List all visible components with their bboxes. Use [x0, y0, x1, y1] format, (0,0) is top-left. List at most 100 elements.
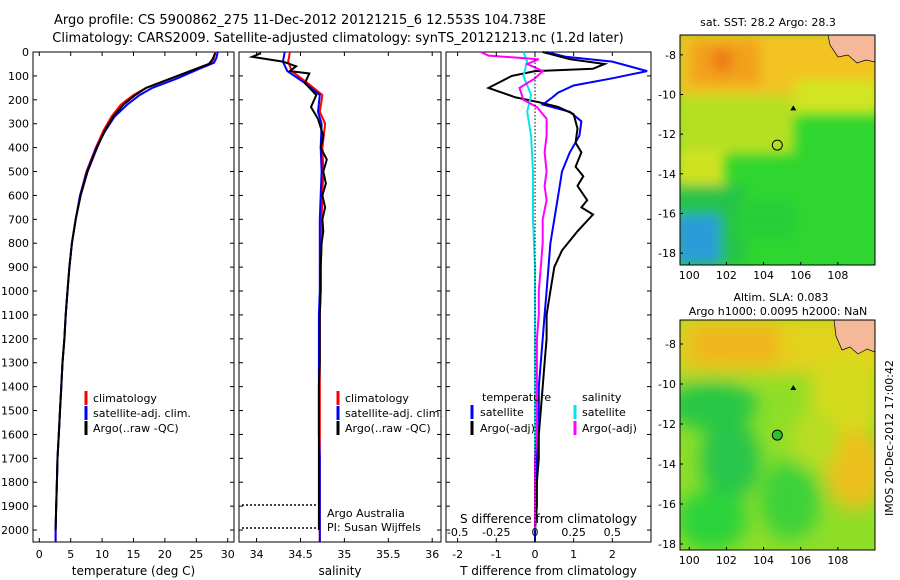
- x-tick-label: -1: [491, 548, 502, 561]
- map-x-tick-label: 106: [790, 269, 811, 282]
- y-tick-label: 500: [8, 166, 29, 179]
- plot-frame: [32, 51, 235, 543]
- x-tick-label: 35: [337, 548, 351, 561]
- temperature-panel: 0 5 10 15 20 25 30 temperature (deg C) 0 100 200 30…: [1, 46, 235, 578]
- legend-satellite: satellite-adj. clim.: [93, 407, 191, 420]
- map-x-tick-label: 108: [827, 269, 848, 282]
- x-axis-label: temperature (deg C): [72, 564, 195, 578]
- x2-tick-label: -0.25: [482, 526, 510, 539]
- sla-frame: [679, 319, 876, 551]
- legend-climatology: climatology: [93, 392, 157, 405]
- coastline-land: [827, 35, 875, 64]
- x-tick-label: 2: [609, 548, 616, 561]
- sst-axes: 100 102 104 106 108 -8 -10 -12 -14 -16 -18: [658, 49, 848, 282]
- x-tick-label: 20: [158, 548, 172, 561]
- credit-line-1: Argo Australia: [327, 507, 405, 520]
- x-tick-label: 5: [67, 548, 74, 561]
- legend-t-satellite: satellite: [480, 406, 524, 419]
- legend-s-argo: Argo(-adj): [582, 422, 637, 435]
- credits: Argo Australia PI: Susan Wijffels: [242, 504, 421, 534]
- y-tick-label: 200: [8, 94, 29, 107]
- map-x-tick-label: 102: [716, 269, 737, 282]
- x-tick-label: 10: [95, 548, 109, 561]
- y-tick-label: 300: [8, 118, 29, 131]
- title-line-1: Argo profile: CS 5900862_275 11-Dec-2012…: [54, 13, 546, 28]
- sst-map: 100 102 104 106 108 -8 -10 -12 -14 -16 -18: [658, 34, 876, 282]
- x-tick-label: 25: [189, 548, 203, 561]
- plot-frame: [238, 51, 442, 543]
- x-tick-label: 0: [531, 548, 538, 561]
- y-tick-label: 0: [22, 46, 29, 59]
- map-y-tick-label: -10: [658, 88, 676, 101]
- y-tick-label: 1900: [1, 500, 29, 513]
- series-argo: [54, 52, 217, 531]
- x-axis-label: salinity: [318, 564, 361, 578]
- x-tick-label: 35.5: [376, 548, 401, 561]
- legend-salinity-heading: salinity: [582, 391, 622, 404]
- legend-argo: Argo(..raw -QC): [93, 422, 179, 435]
- x2-tick-label: -0.5: [447, 526, 468, 539]
- map-x-tick-label: 100: [679, 269, 700, 282]
- y-tick-label: 1700: [1, 452, 29, 465]
- coastline-land: [833, 320, 875, 355]
- map-y-tick-label: -18: [658, 247, 676, 260]
- sla-map: 100 102 104 106 108 -8 -10 -12 -14 -16 -18: [658, 319, 876, 567]
- y-tick-label: 1400: [1, 381, 29, 394]
- x-tick-label: 34: [250, 548, 264, 561]
- series-s_satellite: [522, 51, 536, 530]
- x-tick-label: 36: [425, 548, 439, 561]
- map-x-tick-label: 104: [753, 554, 774, 567]
- map-y-tick-label: -14: [658, 458, 676, 471]
- y-tick-label: 900: [8, 261, 29, 274]
- x-tick-label: 30: [221, 548, 235, 561]
- y-tick-label: 1600: [1, 428, 29, 441]
- float-triangle-marker: [790, 385, 797, 390]
- x2-tick-label: 0: [531, 526, 538, 539]
- x-tick-label: 34.5: [288, 548, 313, 561]
- temperature-legend: climatology satellite-adj. clim. Argo(..…: [84, 391, 191, 435]
- map-y-tick-label: -12: [658, 418, 676, 431]
- y-tick-label: 800: [8, 237, 29, 250]
- map-y-tick-label: -8: [665, 49, 676, 62]
- x2-tick-label: 0.5: [604, 526, 622, 539]
- series-argo: [248, 52, 328, 530]
- title-line-2: Climatology: CARS2009. Satellite-adjuste…: [52, 31, 624, 46]
- sla-map-subtitle: Argo h1000: 0.0095 h2000: NaN: [689, 305, 868, 318]
- salinity-legend: climatology satellite-adj. clim. Argo(..…: [336, 391, 443, 435]
- legend-temperature-heading: temperature: [482, 391, 551, 404]
- map-x-tick-label: 106: [790, 554, 811, 567]
- credit-line-2: PI: Susan Wijffels: [327, 521, 421, 534]
- map-x-tick-label: 100: [679, 554, 700, 567]
- difference-panel: -2 -1 0 1 2 T difference from climatology -0.5…: [445, 51, 652, 578]
- sst-field: [680, 35, 875, 265]
- x-axis-label: T difference from climatology: [459, 564, 637, 578]
- legend-satellite: satellite-adj. clim.: [345, 407, 443, 420]
- map-y-tick-label: -10: [658, 378, 676, 391]
- y-tick-label: 100: [8, 70, 29, 83]
- x-tick-label: 0: [36, 548, 43, 561]
- map-y-tick-label: -18: [658, 538, 676, 551]
- legend-argo: Argo(..raw -QC): [345, 422, 431, 435]
- y-tick-label: 1200: [1, 333, 29, 346]
- x-tick-label: 1: [570, 548, 577, 561]
- sla-axes: 100 102 104 106 108 -8 -10 -12 -14 -16 -18: [658, 338, 848, 567]
- map-y-tick-label: -14: [658, 168, 676, 181]
- y-tick-label: 400: [8, 142, 29, 155]
- map-y-tick-label: -16: [658, 207, 676, 220]
- salinity-panel: 34 34.5 35 35.5 36 salinity: [238, 51, 442, 578]
- sla-field: [680, 320, 875, 550]
- difference-legend: temperature satellite Argo(-adj) salinit…: [470, 391, 637, 435]
- x2-axis-label: S difference from climatology: [460, 512, 637, 526]
- y-tick-label: 1800: [1, 476, 29, 489]
- x-tick-label: -2: [452, 548, 463, 561]
- series-s_argo: [480, 51, 548, 530]
- float-triangle-marker: [790, 105, 797, 111]
- map-y-tick-label: -8: [665, 338, 676, 351]
- argo-position-marker: [771, 139, 783, 151]
- x-tick-label: 15: [127, 548, 141, 561]
- y-tick-label: 700: [8, 213, 29, 226]
- x2-tick-label: 0.25: [561, 526, 586, 539]
- timestamp-label: IMOS 20-Dec-2012 17:00:42: [883, 360, 896, 516]
- sst-frame: [679, 34, 876, 266]
